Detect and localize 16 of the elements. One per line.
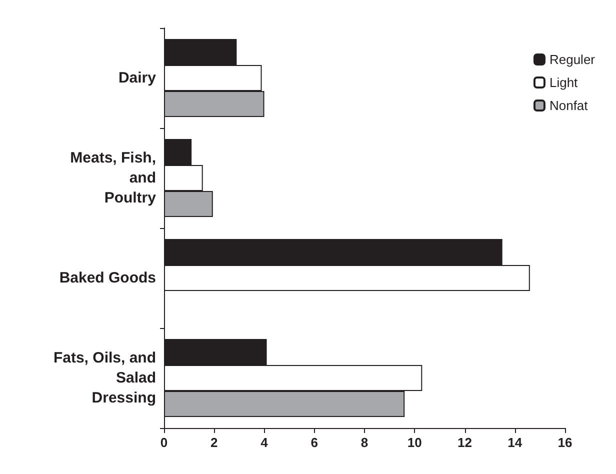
x-tick-label: 4 bbox=[260, 435, 269, 450]
x-tick-label: 6 bbox=[310, 435, 318, 450]
legend-label: Light bbox=[549, 75, 578, 90]
legend-label: Reguler bbox=[549, 52, 596, 67]
x-tick-label: 2 bbox=[210, 435, 218, 450]
y-tick-label: Baked Goods bbox=[59, 270, 156, 286]
x-tick-label: 10 bbox=[407, 435, 422, 450]
y-tick-label: Fats, Oils, and Salad Dressing bbox=[53, 350, 156, 406]
y-tick-label: Meats, Fish, and Poultry bbox=[70, 150, 157, 206]
x-tick-label: 0 bbox=[160, 435, 168, 450]
x-tick-label: 8 bbox=[360, 435, 368, 450]
x-tick-label: 12 bbox=[458, 435, 472, 450]
y-tick-label: Dairy bbox=[118, 70, 157, 86]
x-tick-label: 14 bbox=[508, 435, 523, 450]
legend-label: Nonfat bbox=[549, 98, 588, 113]
x-tick-label: 16 bbox=[558, 435, 572, 450]
